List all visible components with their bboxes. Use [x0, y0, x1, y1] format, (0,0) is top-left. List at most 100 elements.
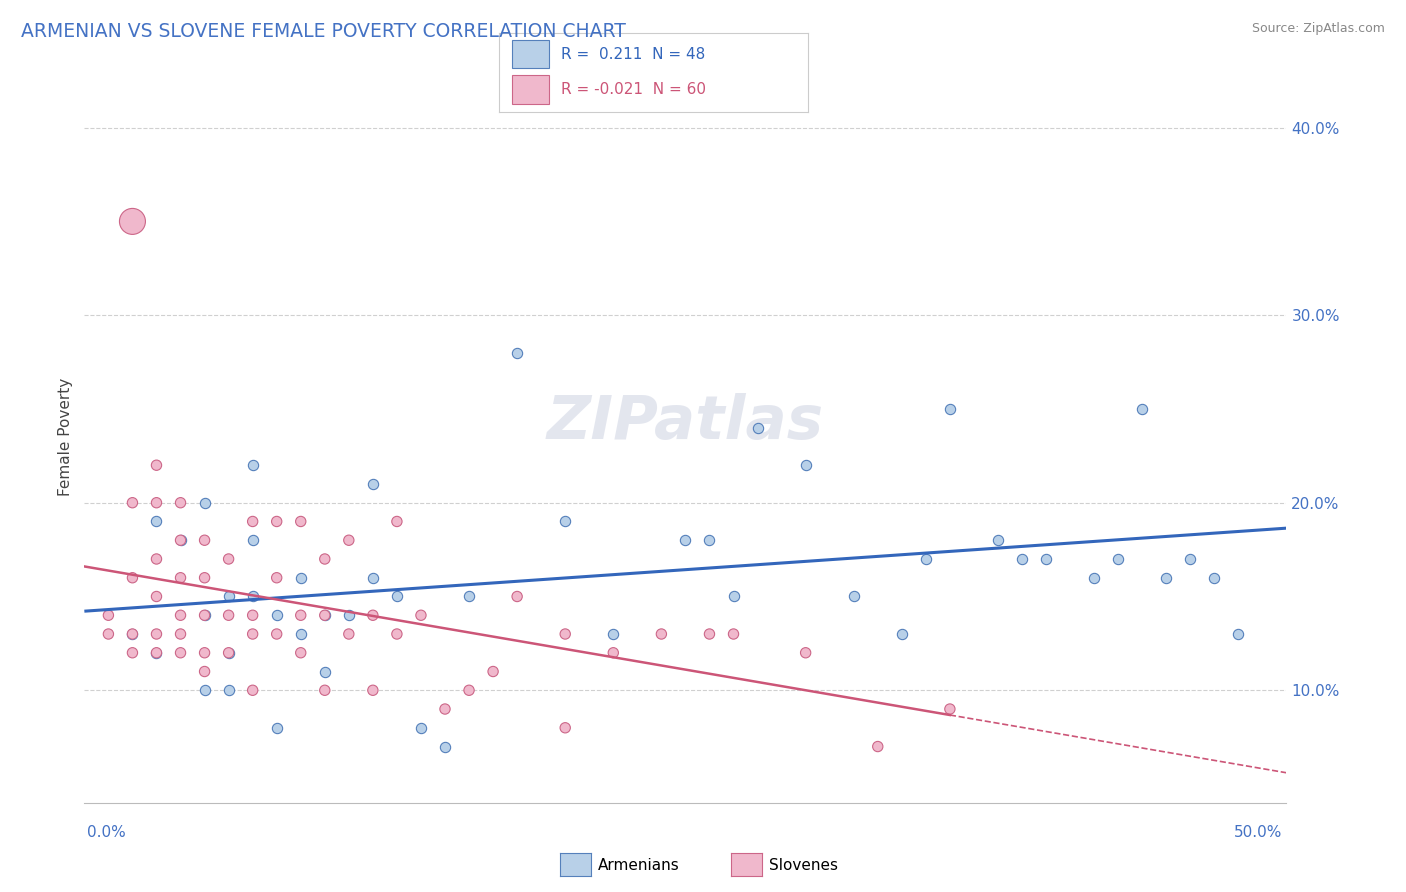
Point: [290, 627, 312, 641]
Point: [554, 515, 576, 529]
Text: Armenians: Armenians: [598, 858, 679, 872]
Point: [1035, 552, 1057, 566]
Point: [145, 646, 167, 660]
Point: [554, 721, 576, 735]
Point: [314, 608, 336, 623]
Point: [337, 627, 360, 641]
Point: [194, 665, 217, 679]
Point: [1180, 552, 1202, 566]
Point: [145, 627, 167, 641]
Point: [266, 571, 288, 585]
Point: [434, 739, 457, 754]
Point: [290, 515, 312, 529]
Point: [218, 683, 240, 698]
Point: [169, 646, 191, 660]
Point: [145, 496, 167, 510]
Point: [218, 608, 240, 623]
Point: [194, 646, 217, 660]
Point: [842, 590, 865, 604]
Point: [121, 646, 143, 660]
Point: [939, 401, 962, 416]
Text: ARMENIAN VS SLOVENE FEMALE POVERTY CORRELATION CHART: ARMENIAN VS SLOVENE FEMALE POVERTY CORRE…: [21, 22, 626, 41]
Point: [121, 571, 143, 585]
FancyBboxPatch shape: [512, 40, 548, 69]
Point: [169, 496, 191, 510]
Point: [866, 739, 889, 754]
Point: [242, 533, 264, 548]
Point: [361, 571, 384, 585]
Point: [218, 646, 240, 660]
Point: [434, 702, 457, 716]
Point: [1130, 401, 1153, 416]
Point: [890, 627, 912, 641]
Point: [242, 627, 264, 641]
Text: Source: ZipAtlas.com: Source: ZipAtlas.com: [1251, 22, 1385, 36]
Point: [409, 721, 432, 735]
Point: [290, 608, 312, 623]
Point: [169, 608, 191, 623]
Point: [290, 646, 312, 660]
Point: [169, 571, 191, 585]
Point: [1011, 552, 1033, 566]
Point: [747, 420, 769, 434]
Point: [266, 627, 288, 641]
Point: [121, 627, 143, 641]
Point: [194, 608, 217, 623]
Point: [1227, 627, 1250, 641]
Point: [675, 533, 697, 548]
Point: [699, 533, 721, 548]
Text: R = -0.021  N = 60: R = -0.021 N = 60: [561, 82, 706, 97]
Point: [409, 608, 432, 623]
FancyBboxPatch shape: [512, 76, 548, 103]
Point: [218, 590, 240, 604]
Point: [314, 552, 336, 566]
Point: [121, 496, 143, 510]
Point: [1156, 571, 1178, 585]
Point: [242, 515, 264, 529]
Point: [290, 571, 312, 585]
Point: [1107, 552, 1129, 566]
Point: [266, 515, 288, 529]
Text: ZIPatlas: ZIPatlas: [547, 393, 824, 452]
Point: [169, 627, 191, 641]
Point: [314, 608, 336, 623]
Text: 50.0%: 50.0%: [1234, 825, 1282, 840]
Point: [169, 533, 191, 548]
Point: [145, 552, 167, 566]
Point: [385, 515, 408, 529]
Point: [242, 683, 264, 698]
Point: [361, 477, 384, 491]
Point: [458, 683, 481, 698]
Point: [218, 646, 240, 660]
Point: [554, 627, 576, 641]
Point: [145, 515, 167, 529]
Text: 0.0%: 0.0%: [87, 825, 127, 840]
Point: [194, 496, 217, 510]
Text: R =  0.211  N = 48: R = 0.211 N = 48: [561, 46, 706, 62]
Point: [1204, 571, 1226, 585]
Point: [1083, 571, 1105, 585]
Point: [266, 721, 288, 735]
Point: [242, 608, 264, 623]
Point: [723, 627, 745, 641]
Point: [266, 608, 288, 623]
Point: [506, 345, 529, 359]
Point: [314, 665, 336, 679]
Point: [337, 533, 360, 548]
Point: [218, 552, 240, 566]
Point: [194, 683, 217, 698]
Point: [723, 590, 745, 604]
Point: [169, 533, 191, 548]
Point: [361, 683, 384, 698]
Point: [242, 590, 264, 604]
Point: [699, 627, 721, 641]
Point: [145, 590, 167, 604]
Point: [97, 608, 120, 623]
Text: Slovenes: Slovenes: [769, 858, 838, 872]
Point: [361, 608, 384, 623]
Point: [194, 571, 217, 585]
Point: [145, 646, 167, 660]
Point: [602, 627, 624, 641]
Point: [794, 646, 817, 660]
Point: [506, 590, 529, 604]
